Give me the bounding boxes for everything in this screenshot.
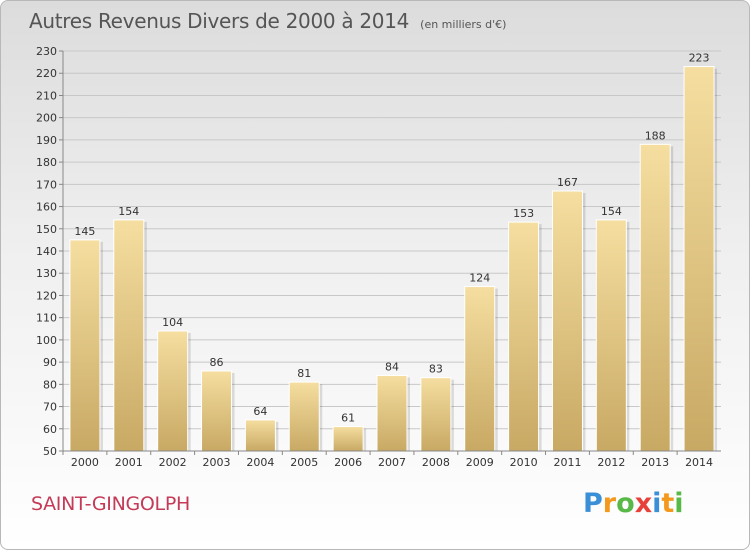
logo-letter: i: [652, 488, 662, 519]
bar-2002: [157, 330, 189, 452]
data-label-2014: 223: [689, 52, 710, 65]
y-tick-label: 110: [36, 312, 57, 325]
y-tick-label: 160: [36, 201, 57, 214]
bar-2013: [639, 143, 671, 452]
bar-2011: [551, 190, 583, 452]
bar-2000: [69, 239, 101, 452]
bar-2003: [201, 370, 233, 452]
x-tick-label-2005: 2005: [290, 456, 318, 469]
y-tick-label: 90: [43, 356, 57, 369]
data-label-2008: 83: [429, 363, 443, 376]
x-tick-label-2006: 2006: [334, 456, 362, 469]
data-label-2002: 104: [162, 316, 183, 329]
x-tick-label-2007: 2007: [378, 456, 406, 469]
bar-2006: [332, 426, 364, 452]
y-tick-label: 120: [36, 289, 57, 302]
x-tick-label-2004: 2004: [246, 456, 274, 469]
y-tick-label: 220: [36, 67, 57, 80]
logo-letter: o: [616, 488, 635, 519]
data-label-2003: 86: [210, 356, 224, 369]
x-tick-label-2013: 2013: [641, 456, 669, 469]
y-tick-label: 150: [36, 223, 57, 236]
x-tick-label-2003: 2003: [203, 456, 231, 469]
y-tick-label: 210: [36, 89, 57, 102]
bar-2008: [420, 377, 452, 452]
data-label-2011: 167: [557, 176, 578, 189]
x-tick-label-2014: 2014: [685, 456, 713, 469]
y-tick-label: 70: [43, 401, 57, 414]
y-tick-label: 200: [36, 112, 57, 125]
y-tick-label: 170: [36, 178, 57, 191]
data-label-2013: 188: [645, 129, 666, 142]
x-tick-label-2008: 2008: [422, 456, 450, 469]
chart-title-block: Autres Revenus Divers de 2000 à 2014 (en…: [29, 9, 506, 33]
x-tick-label-2001: 2001: [115, 456, 143, 469]
x-tick-label-2002: 2002: [159, 456, 187, 469]
logo-letter: x: [634, 488, 653, 519]
chart-unit: (en milliers d'€): [420, 18, 507, 31]
x-tick-label-2011: 2011: [553, 456, 581, 469]
y-tick-label: 50: [43, 445, 57, 458]
commune-name: SAINT-GINGOLPH: [31, 493, 190, 515]
data-label-2001: 154: [118, 205, 139, 218]
x-tick-label-2000: 2000: [71, 456, 99, 469]
bar-2007: [376, 374, 408, 452]
y-tick-label: 190: [36, 134, 57, 147]
data-label-2012: 154: [601, 205, 622, 218]
data-label-2005: 81: [297, 367, 311, 380]
y-tick-label: 60: [43, 423, 57, 436]
logo-letter: t: [661, 488, 675, 519]
bar-2005: [288, 381, 320, 452]
y-tick-label: 180: [36, 156, 57, 169]
y-tick-label: 100: [36, 334, 57, 347]
data-label-2009: 124: [469, 272, 490, 285]
data-label-2006: 61: [341, 412, 355, 425]
data-label-2004: 64: [253, 405, 267, 418]
bar-2010: [508, 221, 540, 452]
x-tick-label-2009: 2009: [466, 456, 494, 469]
data-label-2000: 145: [74, 225, 95, 238]
bar-2001: [113, 219, 145, 452]
bar-2014: [683, 66, 715, 452]
proxiti-logo: Proxiti: [583, 488, 684, 519]
chart-title: Autres Revenus Divers de 2000 à 2014: [29, 9, 410, 33]
y-tick-label: 130: [36, 267, 57, 280]
bar-2004: [244, 419, 276, 452]
logo-letter: i: [674, 488, 684, 519]
logo-letter: P: [583, 488, 603, 519]
bar-2009: [464, 286, 496, 452]
data-label-2010: 153: [513, 207, 534, 220]
bar-2012: [595, 219, 627, 452]
x-tick-label-2012: 2012: [597, 456, 625, 469]
y-tick-label: 80: [43, 378, 57, 391]
y-tick-label: 140: [36, 245, 57, 258]
data-label-2007: 84: [385, 360, 399, 373]
logo-letter: r: [602, 488, 617, 519]
x-tick-label-2010: 2010: [510, 456, 538, 469]
y-tick-label: 230: [36, 45, 57, 58]
